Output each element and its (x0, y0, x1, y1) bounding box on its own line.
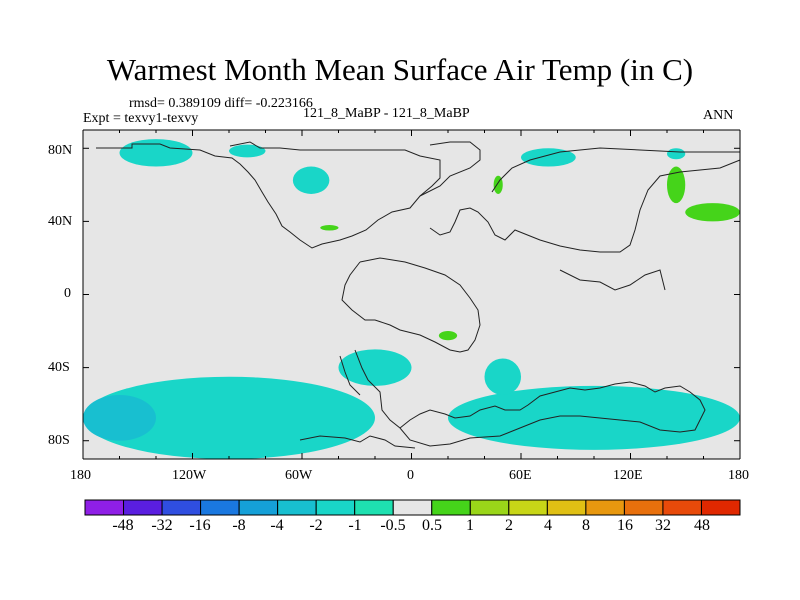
colorbar-label: -1 (348, 517, 362, 534)
anomaly-region (292, 166, 330, 194)
coastline-layer (96, 141, 741, 449)
x-tick-label: 60W (285, 468, 313, 483)
coastline-southern-africa (339, 355, 361, 396)
anomaly-region (119, 139, 193, 167)
colorbar-swatch (623, 499, 664, 516)
comparison-label: 121_8_MaBP - 121_8_MaBP (303, 106, 470, 121)
y-tick-label: 0 (64, 286, 71, 301)
colorbar-swatch (354, 499, 394, 516)
colorbar-swatch (392, 499, 433, 516)
y-tick-label: 80N (48, 143, 73, 158)
y-tick-label: 80S (48, 433, 70, 448)
anomaly-region (338, 349, 412, 386)
colorbar-swatch (161, 499, 202, 516)
colorbar-swatch (585, 499, 625, 516)
coastline-eurasia (429, 147, 741, 253)
y-tick-label: 40N (48, 214, 73, 229)
colorbar-label: -0.5 (380, 517, 406, 534)
anomaly-region (685, 203, 740, 222)
x-tick-label: 120W (172, 468, 207, 483)
colorbar-label: -8 (232, 517, 246, 534)
chart-title: Warmest Month Mean Surface Air Temp (in … (106, 52, 694, 87)
colorbar-swatch (315, 499, 356, 516)
anomaly-region (667, 148, 686, 160)
colorbar-label: 48 (694, 517, 710, 534)
colorbar-swatch (508, 499, 548, 516)
colorbar-label: -2 (309, 517, 323, 534)
colorbar-label: -16 (189, 517, 211, 534)
coastline-greenland (419, 141, 481, 197)
x-tick-label: 60E (509, 468, 532, 483)
anomaly-layer (83, 139, 740, 459)
period-label: ANN (703, 108, 734, 123)
colorbar-label: -48 (112, 517, 134, 534)
anomaly-region (484, 358, 521, 396)
coastline-antarctic-peninsula (354, 349, 706, 447)
colorbar-label: 32 (655, 517, 671, 534)
colorbar-label: 16 (617, 517, 633, 534)
anomaly-region (320, 225, 339, 231)
x-tick-label: 120E (613, 468, 643, 483)
colorbar-label: 1 (466, 517, 474, 534)
colorbar-swatch (200, 499, 240, 516)
anomaly-region (229, 144, 266, 158)
coastline-south-america (341, 257, 481, 353)
colorbar (84, 499, 741, 516)
tick-marks (82, 130, 741, 459)
colorbar-swatch (546, 499, 587, 516)
coastline-southeast-asia (559, 269, 666, 291)
x-tick-label: 180 (70, 468, 91, 483)
colorbar-label: 8 (582, 517, 590, 534)
stats-line: rmsd= 0.389109 diff= -0.223166 (129, 96, 313, 111)
anomaly-region (83, 395, 156, 441)
anomaly-region (83, 376, 375, 459)
anomaly-region (667, 166, 686, 204)
anomaly-region (493, 175, 503, 194)
y-tick-label: 40S (48, 360, 70, 375)
colorbar-swatch (469, 499, 510, 516)
experiment-label: Expt = texvy1-texvy (83, 111, 199, 126)
colorbar-label: 2 (505, 517, 513, 534)
anomaly-region (438, 331, 458, 341)
colorbar-swatch (238, 499, 279, 516)
colorbar-label: -4 (270, 517, 284, 534)
anomaly-region (521, 148, 576, 167)
colorbar-label: 0.5 (422, 517, 442, 534)
colorbar-swatch (84, 499, 125, 516)
coastline-antarctica (299, 435, 416, 449)
x-tick-label: 0 (407, 468, 414, 483)
colorbar-swatch (277, 499, 317, 516)
colorbar-swatch (431, 499, 471, 516)
colorbar-swatch (700, 499, 741, 516)
colorbar-label: 4 (544, 517, 552, 534)
colorbar-swatch (662, 499, 702, 516)
colorbar-label: -32 (151, 517, 173, 534)
x-tick-label: 180 (728, 468, 749, 483)
colorbar-swatch (123, 499, 163, 516)
coastline-north-america (96, 141, 441, 249)
